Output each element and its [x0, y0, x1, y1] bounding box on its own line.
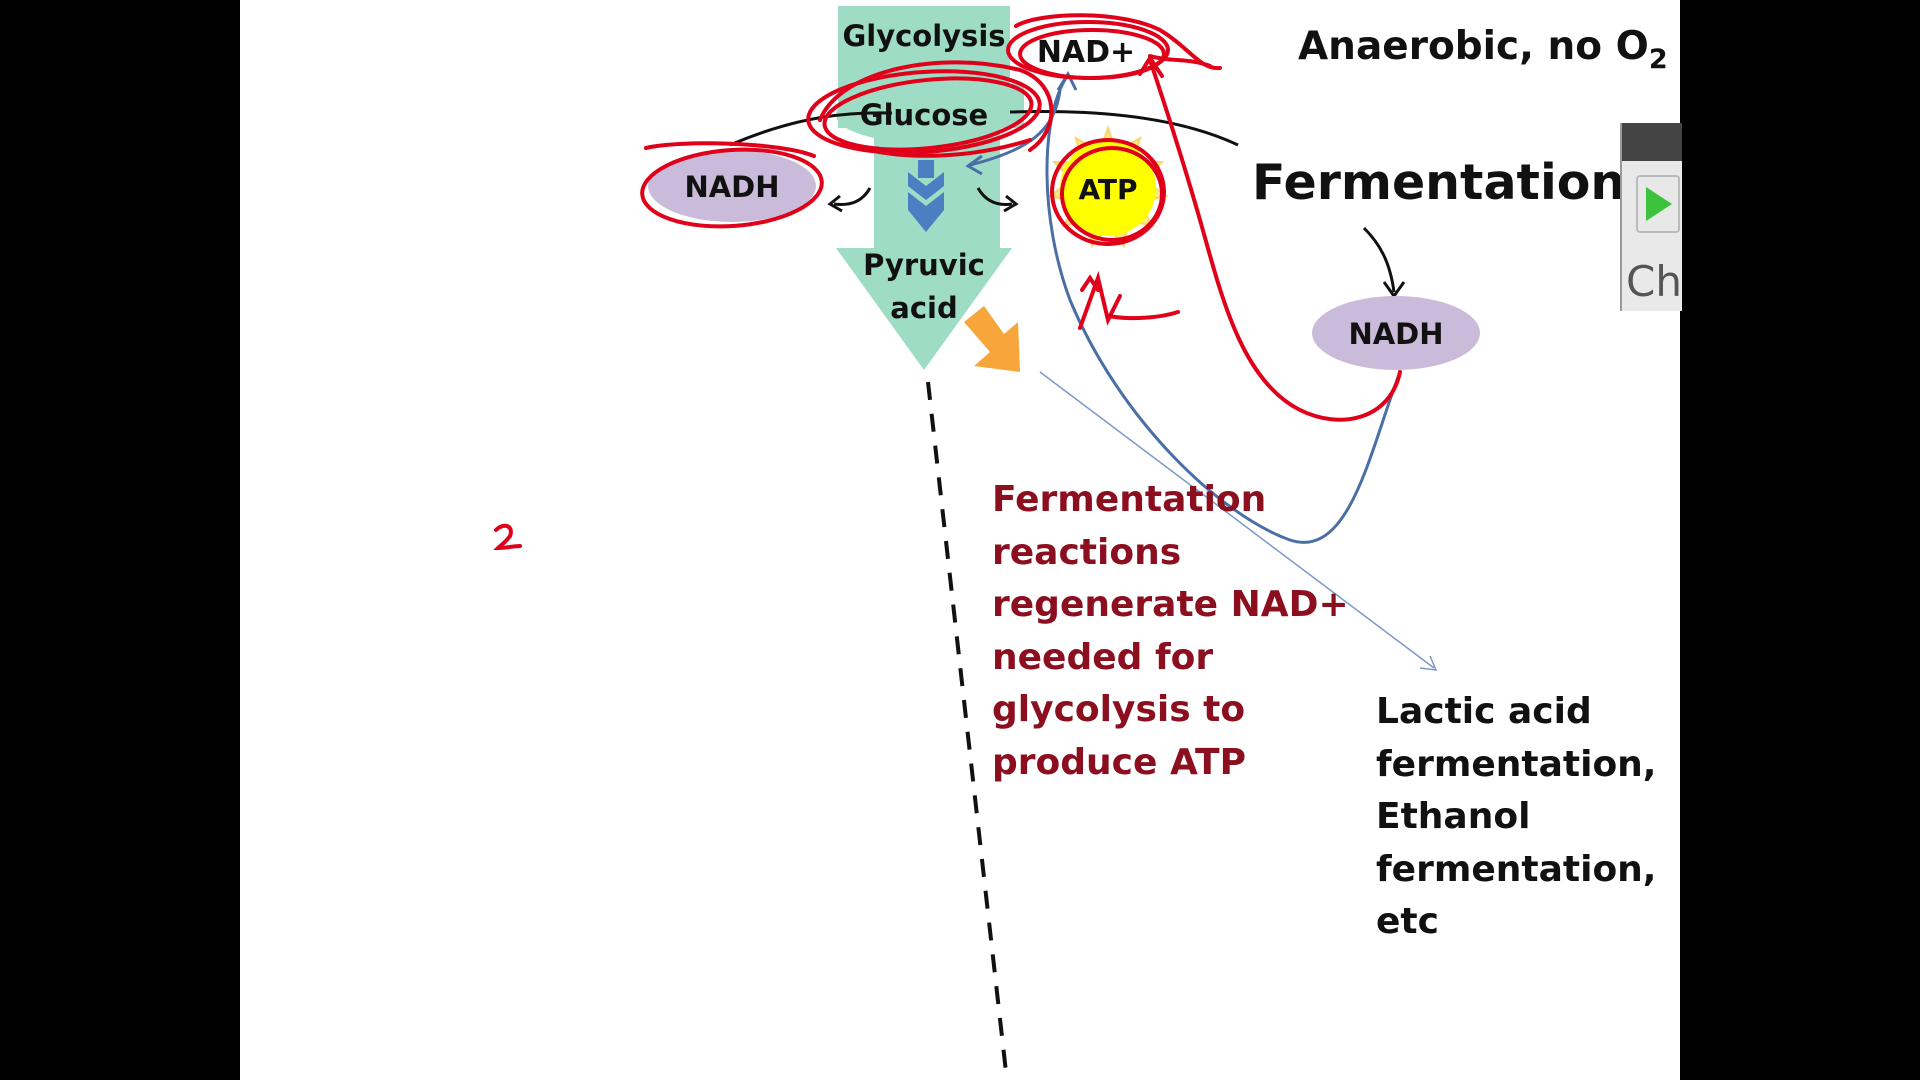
pyruvic-label-line1: Pyruvic — [863, 248, 985, 282]
red-annotations — [493, 13, 1402, 551]
type-line: etc — [1376, 901, 1439, 942]
arrow-to-nadh-head — [827, 194, 843, 213]
blue-down-chevron — [908, 172, 944, 200]
arrow-to-atp — [976, 187, 1013, 206]
nadh-left-oval — [648, 150, 816, 222]
anaerobic-title: Anaerobic, no O2 — [1298, 24, 1668, 75]
type-line: Lactic acid — [1376, 691, 1592, 732]
note-line: Fermentation — [992, 479, 1267, 520]
player-title-bar — [1622, 123, 1682, 161]
glucose-label: Glucose — [860, 98, 988, 132]
blue-down-chevron — [908, 192, 944, 232]
nadh-right-label: NADH — [1348, 317, 1443, 351]
type-line: fermentation, — [1376, 743, 1657, 785]
fermentation-title: Fermentation — [1252, 154, 1626, 211]
player-label: Ch — [1626, 257, 1682, 306]
type-line: Ethanol — [1376, 796, 1531, 837]
dashed-divider — [926, 381, 1008, 1073]
blue-recycle-arrow — [1045, 77, 1402, 544]
arrow-fermentation-to-nadh-head — [1382, 281, 1406, 299]
atp-label: ATP — [1078, 173, 1137, 206]
note-line: needed for — [992, 636, 1214, 678]
note-line: reactions — [992, 531, 1182, 573]
thin-pointer-line — [1039, 371, 1435, 669]
nadh-right-oval — [1312, 296, 1480, 370]
anaerobic-title-text: Anaerobic, no O — [1298, 24, 1649, 69]
orange-arrow — [964, 306, 1020, 372]
arrow-to-atp-head — [1003, 194, 1019, 213]
note-line: glycolysis to — [992, 689, 1246, 730]
oxygen-subscript: 2 — [1648, 43, 1668, 75]
fermentation-diagram: Glycolysis Glucose NAD+ NADH ATP Pyruvic… — [493, 6, 1480, 1073]
arrow-fermentation-to-nadh — [1362, 226, 1396, 293]
pyruvic-label-line2: acid — [890, 291, 957, 325]
fermentation-types: Lactic acid fermentation, Ethanol fermen… — [1376, 686, 1676, 949]
glucose-oval — [836, 87, 1012, 143]
nad-plus-label: NAD+ — [1037, 35, 1135, 70]
note-line: regenerate NAD+ — [992, 584, 1349, 625]
blue-glucose-link — [969, 89, 1062, 167]
thin-pointer-head — [1419, 655, 1438, 671]
slide-canvas: Glycolysis Glucose NAD+ NADH ATP Pyruvic… — [240, 0, 1680, 1080]
nadh-left-label: NADH — [684, 170, 779, 204]
type-line: fermentation, — [1376, 848, 1657, 890]
blue-recycle-arrow-head — [1056, 70, 1078, 91]
note-line: produce ATP — [992, 741, 1246, 783]
arrow-to-nadh — [833, 187, 872, 206]
fermentation-note: Fermentation reactions regenerate NAD+ n… — [992, 474, 1352, 789]
play-icon[interactable] — [1636, 175, 1680, 233]
media-player-panel[interactable]: Ch — [1620, 123, 1682, 311]
glycolysis-label: Glycolysis — [842, 19, 1005, 53]
blue-glucose-link-head — [965, 154, 983, 176]
blue-chevron-stem — [918, 160, 934, 178]
